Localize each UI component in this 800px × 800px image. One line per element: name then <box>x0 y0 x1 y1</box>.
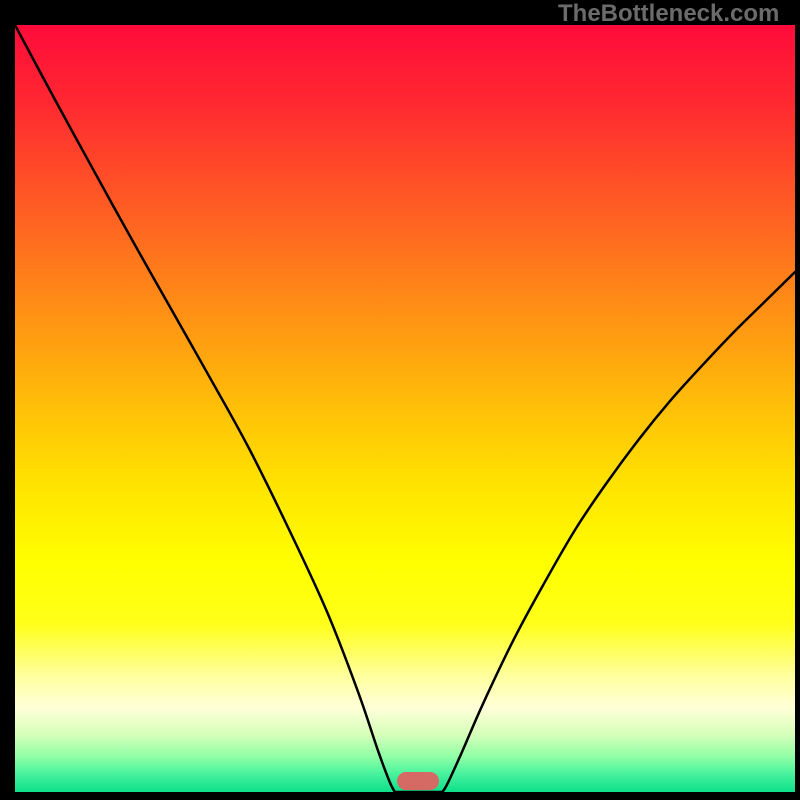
minimum-marker <box>397 772 439 790</box>
chart-frame: TheBottleneck.com <box>0 0 800 800</box>
bottleneck-curve <box>15 25 795 792</box>
watermark-text: TheBottleneck.com <box>558 0 779 28</box>
plot-area <box>15 25 795 792</box>
